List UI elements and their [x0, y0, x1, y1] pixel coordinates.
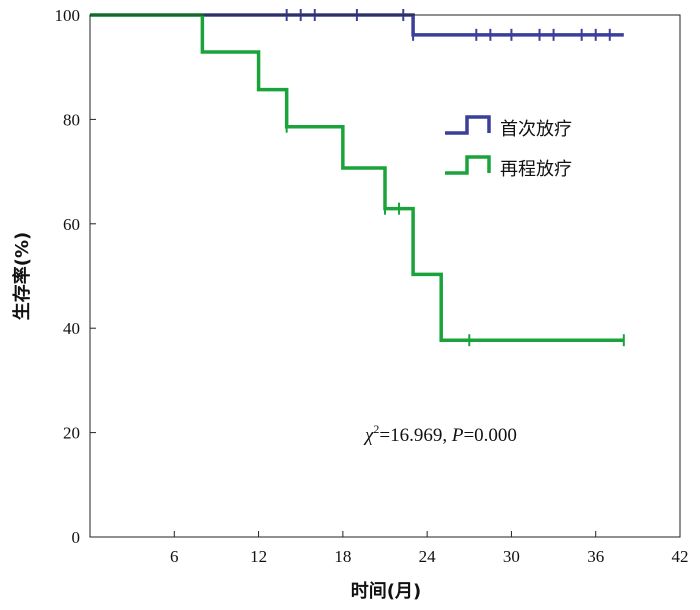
y-tick-label: 80: [63, 110, 80, 129]
y-tick-label: 60: [63, 215, 80, 234]
p-value: =0.000: [463, 425, 516, 446]
x-tick-label: 18: [334, 547, 351, 566]
legend-label-1: 首次放疗: [500, 119, 572, 140]
p-symbol: P: [451, 425, 464, 446]
x-tick-label: 12: [250, 547, 267, 566]
legend-swatch-2: [445, 155, 491, 175]
stats-annotation: χ2=16.969, P=0.000: [363, 422, 517, 446]
plot-frame: [89, 14, 681, 538]
x-tick-label: 30: [503, 547, 520, 566]
chi-symbol: χ: [363, 425, 374, 446]
y-tick-label: 0: [72, 528, 81, 547]
x-axis-title: 时间(月): [351, 581, 421, 602]
y-tick-label: 40: [63, 319, 80, 338]
axes: 0 20 40 60 80 100 6 12 18 24 30 36 42: [55, 6, 689, 566]
chi-value: =16.969,: [379, 425, 451, 446]
x-tick-label: 24: [419, 547, 437, 566]
x-tick-label: 42: [672, 547, 689, 566]
y-tick-label: 100: [55, 6, 81, 25]
legend-label-2: 再程放疗: [500, 159, 572, 180]
x-tick-label: 36: [587, 547, 604, 566]
x-tick-label: 6: [170, 547, 179, 566]
series-2-curve: [90, 13, 624, 342]
y-tick-label: 20: [63, 424, 80, 443]
chi-superscript: 2: [373, 422, 379, 436]
y-axis-title: 生存率(%): [11, 232, 33, 321]
legend-swatch-1: [445, 115, 491, 135]
